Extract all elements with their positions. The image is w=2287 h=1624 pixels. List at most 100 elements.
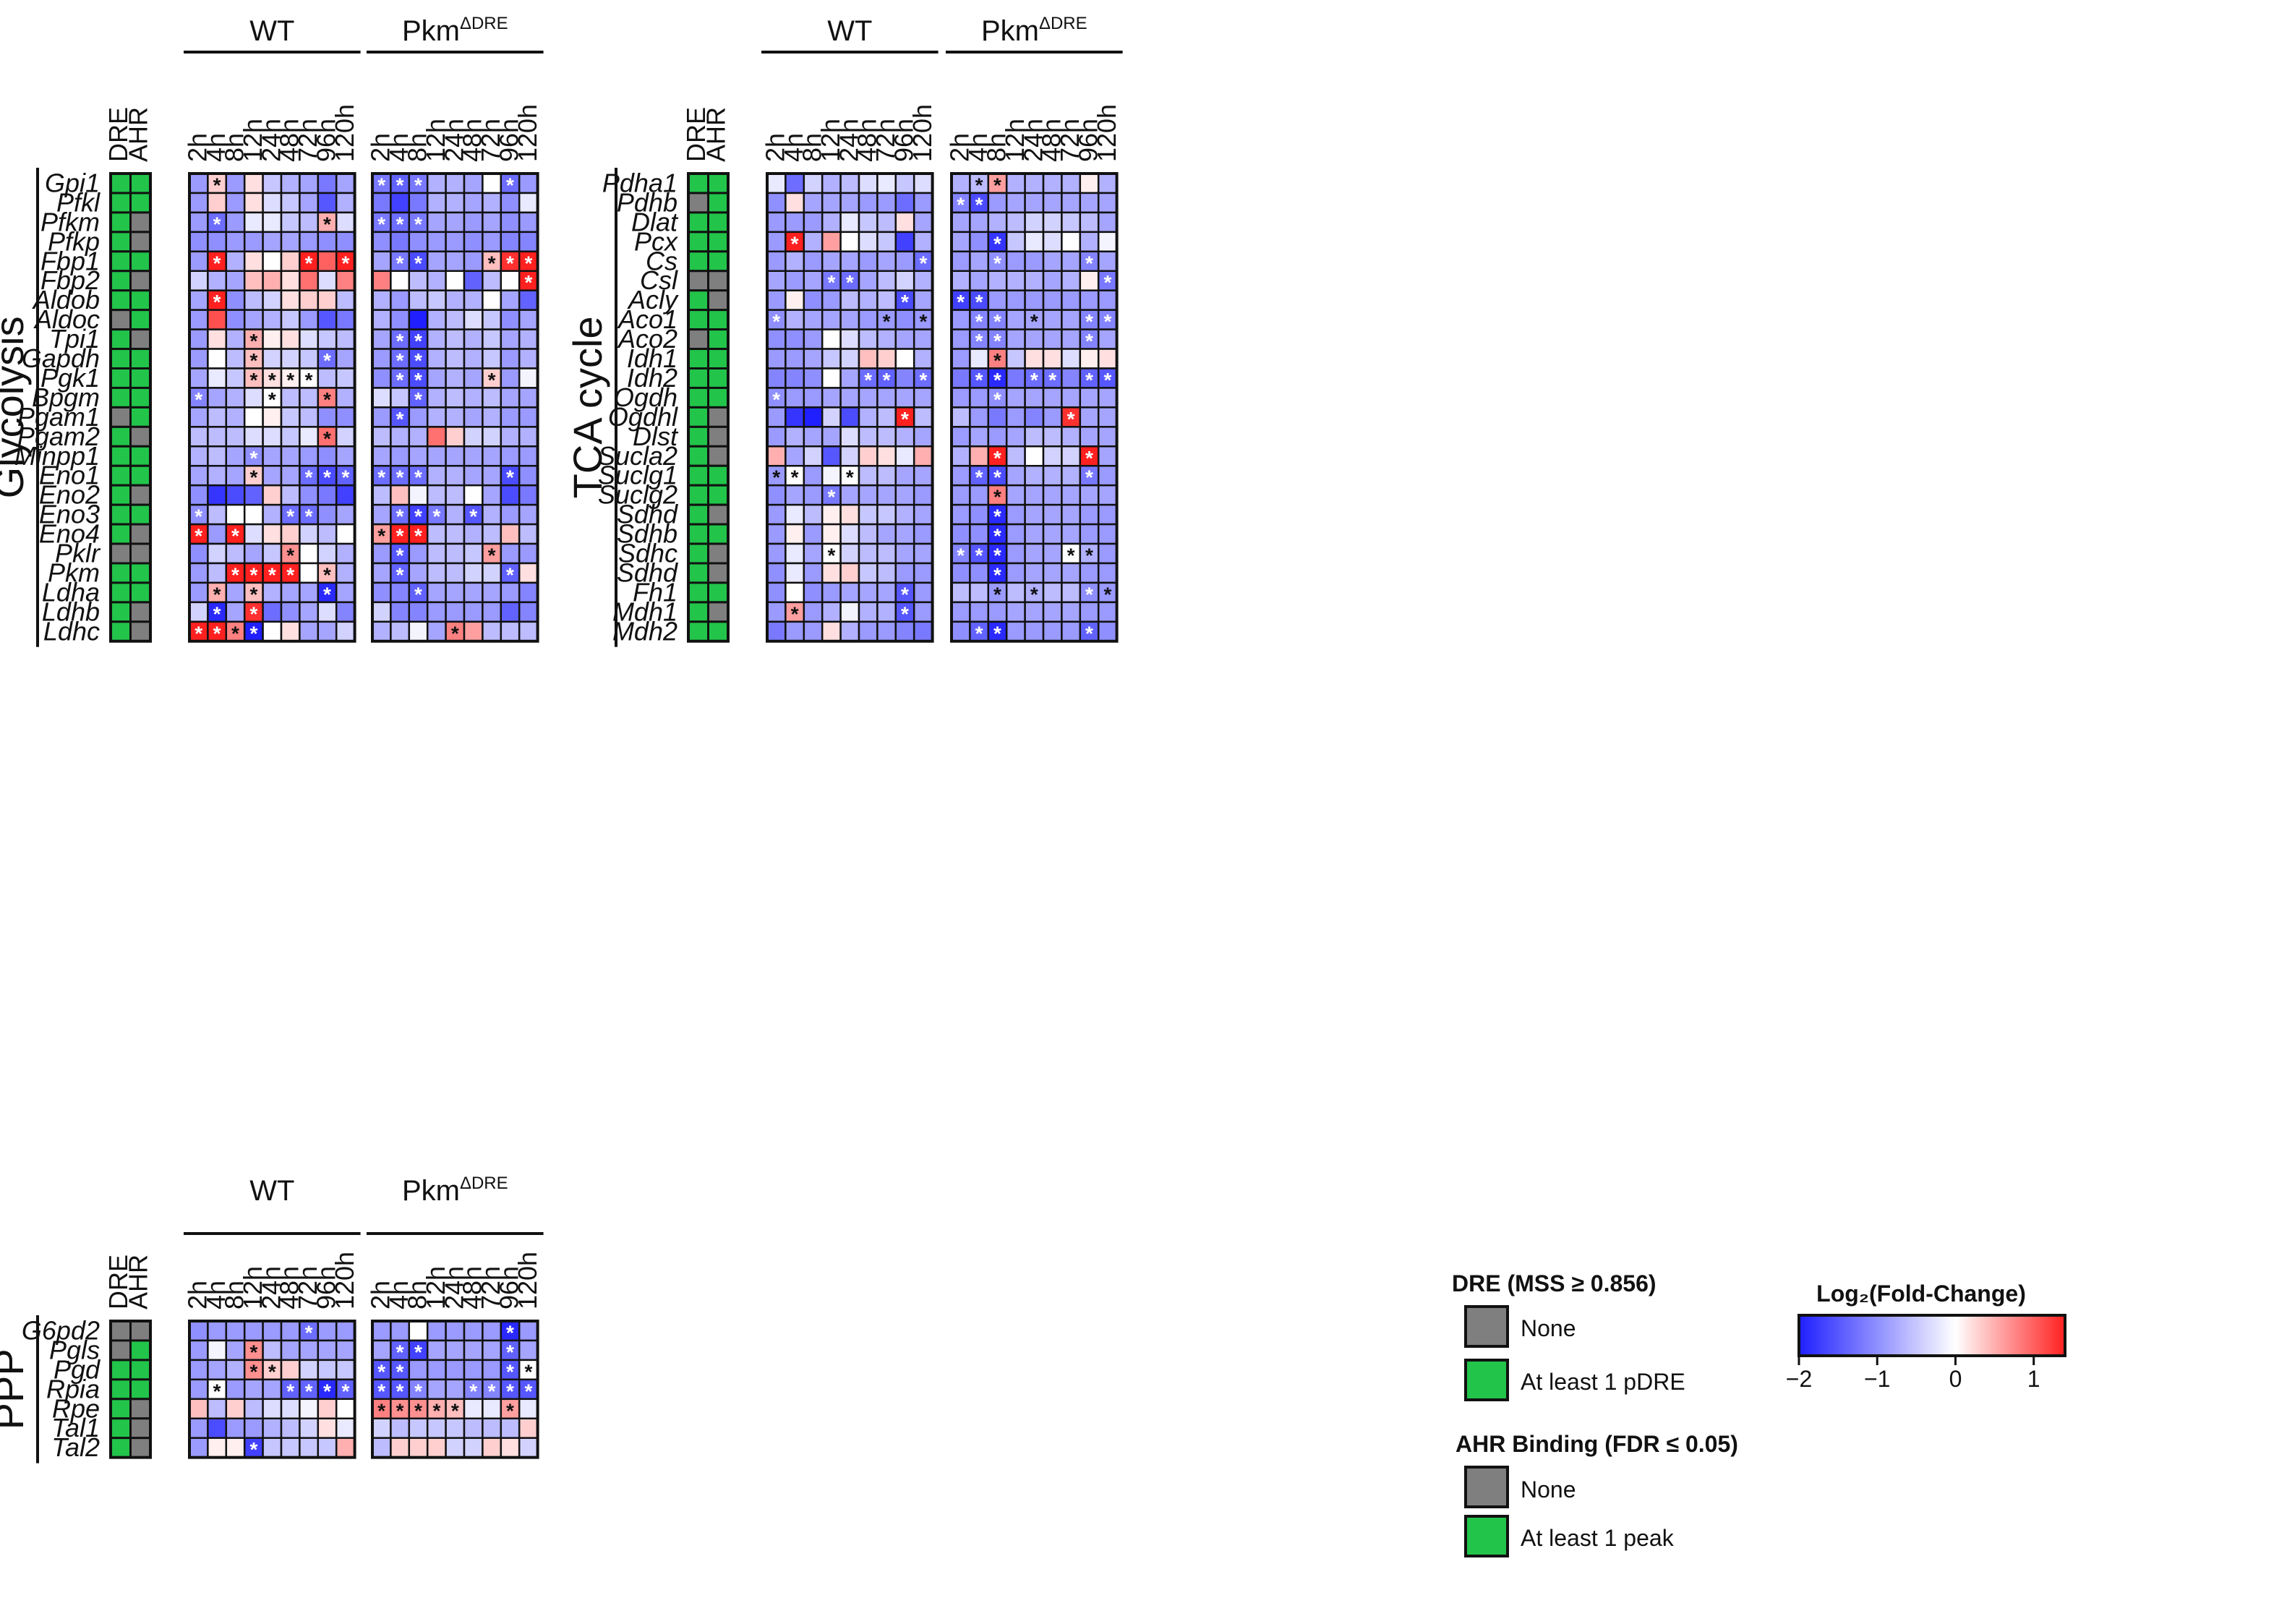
heat-cell-wt xyxy=(912,426,933,448)
heat-cell-wt xyxy=(225,1359,246,1381)
dre-cell xyxy=(109,231,132,253)
heat-cell-ko xyxy=(1024,581,1045,604)
heat-cell-ko xyxy=(1097,601,1118,623)
section-label: PPP xyxy=(0,1349,32,1429)
heat-cell-ko xyxy=(1024,620,1045,643)
heat-cell-ko xyxy=(408,542,429,565)
heat-cell-ko xyxy=(518,231,539,253)
dre-cell xyxy=(687,172,709,195)
heat-cell-wt xyxy=(912,289,933,311)
heat-cell-wt xyxy=(876,250,897,272)
heat-cell-ko xyxy=(987,192,1008,214)
heat-cell-ko xyxy=(426,231,447,253)
heat-cell-wt xyxy=(299,328,320,350)
legend: DRE (MSS ≥ 0.856) None At least 1 pDRE A… xyxy=(1452,1270,2066,1557)
heat-cell-ko xyxy=(969,484,990,506)
heat-cell-ko xyxy=(1079,231,1100,253)
timepoint-tick: 8h xyxy=(798,133,827,162)
dre-cell xyxy=(109,328,132,351)
heat-cell-ko xyxy=(1024,211,1045,234)
heat-cell-ko xyxy=(1061,523,1082,545)
heat-cell-wt xyxy=(262,542,283,565)
heat-cell-wt xyxy=(876,601,897,623)
heat-cell-ko xyxy=(500,367,521,389)
heat-cell-wt xyxy=(876,172,897,195)
significance-marker: * xyxy=(1085,622,1093,644)
heat-cell-wt xyxy=(821,289,842,311)
significance-marker: * xyxy=(524,252,532,274)
significance-marker: * xyxy=(249,563,257,586)
timepoint-tick: 96h xyxy=(312,119,341,162)
dre-legend-none-swatch xyxy=(1464,1305,1509,1348)
heat-cell-wt xyxy=(803,620,824,643)
heat-cell-ko xyxy=(1079,211,1100,234)
gene-label: Pkm xyxy=(48,557,100,587)
wt-heatmap-border xyxy=(188,1320,356,1459)
heat-cell-ko xyxy=(969,211,990,234)
heat-cell-ko xyxy=(371,484,392,506)
heat-cell-ko xyxy=(1097,192,1118,214)
timepoint-tick: 48h xyxy=(458,1266,487,1309)
heat-cell-wt xyxy=(894,328,915,350)
dre-cell xyxy=(687,192,709,214)
heat-cell-wt xyxy=(821,620,842,643)
significance-marker: * xyxy=(323,583,331,605)
heat-cell-ko xyxy=(463,1320,484,1342)
heat-cell-wt xyxy=(335,348,356,369)
significance-marker: * xyxy=(213,291,221,313)
heat-cell-wt xyxy=(280,250,301,272)
heat-cell-ko xyxy=(500,1437,521,1458)
heat-cell-ko xyxy=(1097,406,1118,428)
significance-marker: * xyxy=(414,1380,422,1402)
heat-cell-wt xyxy=(262,348,283,369)
heat-cell-wt xyxy=(912,542,933,565)
heat-cell-wt xyxy=(803,348,824,369)
heat-cell-ko xyxy=(463,601,484,623)
heat-cell-wt xyxy=(317,1417,338,1439)
heat-cell-wt xyxy=(785,581,805,604)
heat-cell-ko xyxy=(371,1320,392,1342)
heat-cell-wt xyxy=(821,367,842,389)
heat-cell-ko xyxy=(445,562,466,584)
heat-cell-wt xyxy=(299,406,320,428)
dre-cell xyxy=(687,348,709,369)
heat-cell-ko xyxy=(1042,445,1063,467)
significance-marker: * xyxy=(506,1380,514,1402)
ahr-cell xyxy=(129,172,152,195)
heat-cell-wt xyxy=(225,387,246,409)
heat-cell-wt xyxy=(280,620,301,643)
heat-cell-wt xyxy=(317,289,338,311)
heat-cell-wt xyxy=(785,426,805,448)
heat-cell-wt xyxy=(785,211,805,234)
heat-cell-wt xyxy=(766,581,787,604)
heat-cell-wt xyxy=(858,542,879,565)
heat-cell-ko xyxy=(518,1437,539,1458)
significance-marker: * xyxy=(975,310,983,333)
significance-marker: * xyxy=(286,1380,294,1402)
heat-cell-wt xyxy=(262,172,283,195)
significance-marker: * xyxy=(396,408,404,430)
heat-cell-wt xyxy=(243,289,264,311)
significance-marker: * xyxy=(975,544,983,567)
significance-marker: * xyxy=(249,349,257,372)
heat-cell-wt xyxy=(280,406,301,428)
heat-cell-wt xyxy=(839,328,860,350)
ahr-cell xyxy=(129,425,152,448)
significance-marker: * xyxy=(396,1380,404,1402)
timepoint-tick: 48h xyxy=(1037,119,1066,162)
significance-marker: * xyxy=(414,369,422,391)
heat-cell-ko xyxy=(1042,192,1063,214)
heat-cell-wt xyxy=(280,465,301,487)
heat-cell-wt xyxy=(894,250,915,272)
heat-cell-wt xyxy=(225,309,246,330)
timepoint-tick: 4h xyxy=(963,133,993,162)
heat-cell-wt xyxy=(839,484,860,506)
heat-cell-wt xyxy=(188,289,209,311)
timepoint-tick: 8h xyxy=(403,1281,432,1309)
condition-label: WT xyxy=(827,15,872,47)
dre-cell xyxy=(109,1359,132,1381)
dre-cell xyxy=(687,445,709,467)
significance-marker: * xyxy=(993,388,1001,411)
colorbar-tick-label: 1 xyxy=(2027,1366,2040,1392)
heat-cell-wt xyxy=(858,484,879,506)
